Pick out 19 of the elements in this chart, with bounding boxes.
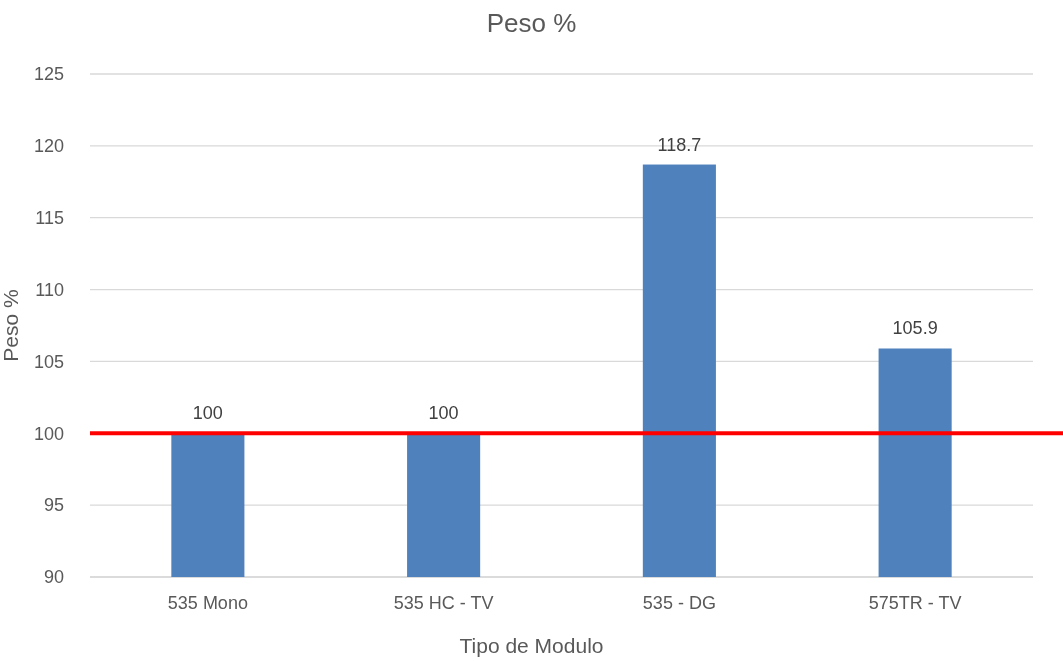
data-label: 118.7 [657, 134, 702, 155]
data-label: 100 [192, 403, 223, 424]
y-axis-title: Peso % [0, 289, 22, 362]
y-tick-label: 125 [33, 64, 64, 85]
y-tick-label: 100 [33, 423, 64, 444]
y-tick-label: 115 [35, 208, 64, 229]
x-tick-label: 535 - DG [642, 593, 716, 613]
x-tick-label: 575TR - TV [868, 593, 962, 613]
chart-title: Peso % [486, 8, 577, 38]
y-tick-label: 110 [35, 279, 64, 300]
data-label: 105.9 [892, 318, 938, 339]
x-tick-label: 535 HC - TV [393, 593, 494, 613]
x-axis-title: Tipo de Modulo [459, 634, 604, 657]
x-tick-label: 535 Mono [167, 593, 248, 613]
data-label: 100 [428, 403, 459, 424]
y-tick-label: 90 [43, 567, 64, 588]
y-tick-label: 95 [43, 495, 64, 516]
y-tick-label: 105 [33, 351, 64, 372]
y-tick-label: 120 [33, 136, 64, 157]
